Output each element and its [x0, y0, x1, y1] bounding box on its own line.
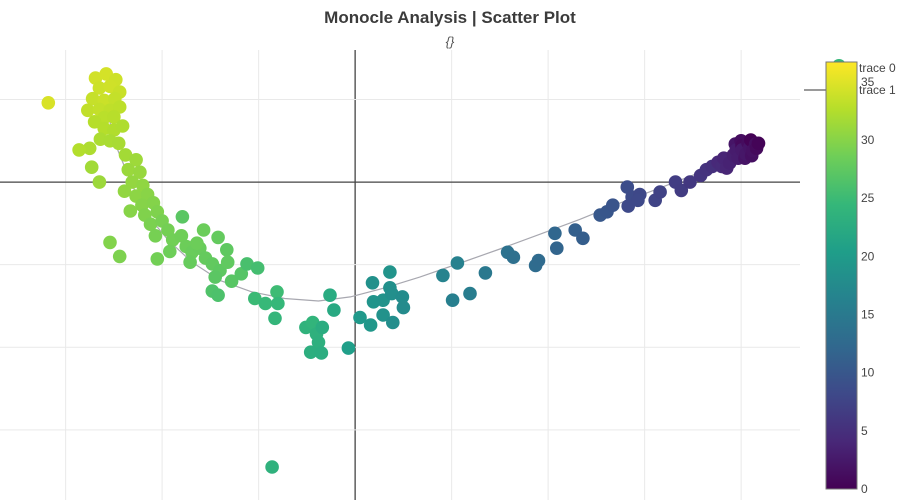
- legend-item-trace-0[interactable]: trace 0: [859, 61, 896, 75]
- scatter-point[interactable]: [376, 308, 390, 322]
- scatter-point[interactable]: [163, 244, 177, 259]
- scatter-point[interactable]: [363, 318, 378, 332]
- scatter-point[interactable]: [450, 256, 465, 270]
- scatter-point[interactable]: [506, 250, 521, 264]
- scatter-point[interactable]: [81, 103, 95, 118]
- scatter-point[interactable]: [87, 115, 102, 129]
- scatter-point[interactable]: [174, 229, 189, 243]
- scatter-point[interactable]: [323, 288, 337, 303]
- scatter-point[interactable]: [445, 293, 460, 308]
- scatter-point[interactable]: [183, 255, 197, 269]
- scatter-point[interactable]: [383, 265, 397, 279]
- scatter-point[interactable]: [258, 296, 273, 311]
- scatter-point[interactable]: [396, 300, 411, 315]
- scatter-point[interactable]: [576, 231, 590, 246]
- scatter-point[interactable]: [240, 257, 254, 271]
- scatter-point[interactable]: [92, 81, 107, 95]
- scatter-point[interactable]: [224, 274, 239, 289]
- scatter-point[interactable]: [117, 184, 132, 198]
- scatter-point[interactable]: [365, 276, 380, 290]
- colorbar-tick-label: 35: [861, 75, 875, 89]
- scatter-point[interactable]: [92, 175, 107, 189]
- scatter-point[interactable]: [548, 226, 562, 241]
- scatter-point[interactable]: [270, 285, 284, 299]
- scatter-point[interactable]: [478, 266, 493, 280]
- legend-item-trace-1[interactable]: trace 1: [859, 83, 896, 97]
- scatter-point[interactable]: [118, 148, 133, 162]
- scatter-point[interactable]: [268, 311, 282, 326]
- scatter-point[interactable]: [143, 217, 158, 231]
- scatter-point[interactable]: [115, 119, 130, 133]
- scatter-point[interactable]: [121, 162, 136, 177]
- scatter-point[interactable]: [112, 100, 127, 114]
- scatter-point[interactable]: [129, 153, 143, 167]
- scatter-point[interactable]: [631, 193, 645, 208]
- colorbar-tick-label: 20: [861, 249, 875, 263]
- scatter-point[interactable]: [175, 210, 190, 224]
- scatter-point[interactable]: [315, 320, 330, 335]
- scatter-point[interactable]: [190, 236, 204, 250]
- colorbar-tick-label: 15: [861, 308, 875, 322]
- scatter-point[interactable]: [386, 315, 400, 330]
- colorbar-tick-label: 5: [861, 424, 868, 438]
- scatter-point[interactable]: [112, 249, 127, 264]
- colorbar-tick-label: 25: [861, 191, 875, 205]
- scatter-point[interactable]: [353, 310, 367, 325]
- scatter-point[interactable]: [751, 136, 766, 151]
- scatter-point[interactable]: [148, 229, 163, 243]
- scatter-point[interactable]: [265, 460, 279, 474]
- scatter-point[interactable]: [385, 286, 399, 301]
- scatter-point[interactable]: [606, 198, 620, 212]
- scatter-point[interactable]: [248, 291, 262, 306]
- scatter-point[interactable]: [683, 175, 697, 189]
- scatter-point[interactable]: [211, 288, 225, 303]
- scatter-point[interactable]: [103, 235, 117, 250]
- colorbar-tick-label: 0: [861, 482, 868, 496]
- scatter-point[interactable]: [150, 252, 165, 266]
- scatter-point[interactable]: [303, 345, 318, 360]
- colorbar-tick-label: 10: [861, 366, 875, 380]
- scatter-point[interactable]: [72, 143, 86, 157]
- scatter-point[interactable]: [653, 185, 667, 199]
- scatter-point[interactable]: [196, 223, 211, 237]
- chart-title: Monocle Analysis | Scatter Plot: [324, 8, 576, 27]
- scatter-point[interactable]: [531, 253, 546, 268]
- scatter-point[interactable]: [123, 204, 138, 218]
- scatter-point[interactable]: [271, 296, 285, 311]
- scatter-point[interactable]: [133, 165, 147, 179]
- scatter-point[interactable]: [436, 268, 450, 283]
- scatter-point[interactable]: [220, 243, 234, 257]
- scatter-point[interactable]: [41, 96, 56, 110]
- scatter-point[interactable]: [327, 303, 341, 317]
- scatter-point[interactable]: [234, 267, 249, 281]
- scatter-point[interactable]: [311, 335, 326, 350]
- colorbar-tick-label: 30: [861, 133, 875, 147]
- scatter-point[interactable]: [111, 136, 126, 151]
- scatter-point[interactable]: [550, 241, 564, 255]
- scatter-point[interactable]: [85, 91, 100, 106]
- scatter-point[interactable]: [84, 160, 99, 174]
- scatter-point[interactable]: [341, 341, 356, 355]
- scatter-point[interactable]: [463, 286, 477, 301]
- chart-subtitle: {}: [445, 34, 455, 49]
- scatter-point[interactable]: [208, 270, 222, 284]
- colorbar[interactable]: [825, 61, 858, 490]
- scatter-point[interactable]: [250, 261, 265, 275]
- scatter-point[interactable]: [220, 255, 235, 269]
- scatter-point[interactable]: [395, 290, 410, 304]
- scatter-point[interactable]: [107, 110, 121, 124]
- scatter-point[interactable]: [211, 230, 225, 245]
- scatter-point[interactable]: [82, 141, 97, 156]
- scatter-point[interactable]: [674, 183, 689, 198]
- scatter-point[interactable]: [125, 175, 139, 189]
- scatter-point[interactable]: [314, 346, 329, 360]
